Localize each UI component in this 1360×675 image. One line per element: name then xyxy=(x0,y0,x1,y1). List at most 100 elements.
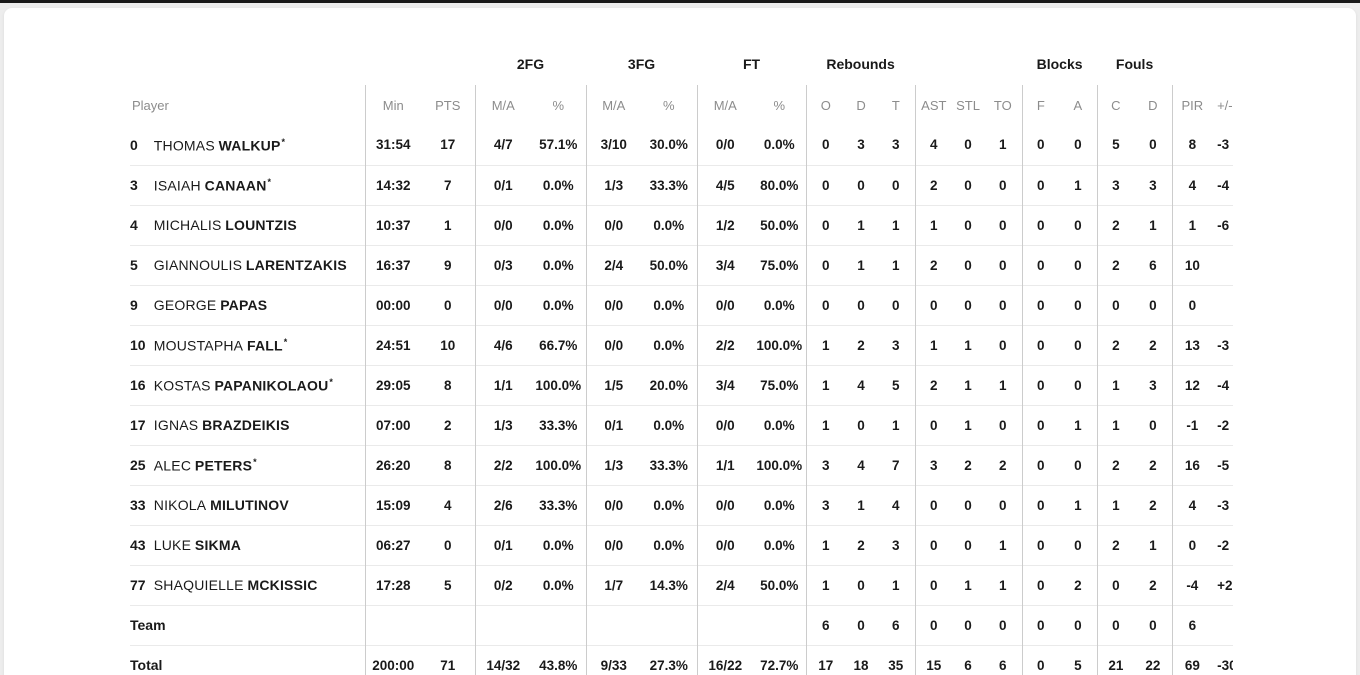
cell-foul-d: 0 xyxy=(1149,617,1157,633)
cell-min: 16:37 xyxy=(364,245,421,285)
cell-foul-d: 0 xyxy=(1149,417,1157,433)
cell-reb-d: 0 xyxy=(857,617,865,633)
cell-ft-ma: 0/0 xyxy=(696,125,754,165)
cell-block-a: 5 xyxy=(1074,657,1082,673)
col-header-2fg-pct: % xyxy=(552,97,565,113)
cell-min: 07:00 xyxy=(364,405,421,445)
cell-ft-ma: 1/1 xyxy=(696,445,754,485)
cell-3fg-pct: 0.0% xyxy=(653,417,685,433)
cell-reb-t: 3 xyxy=(892,337,900,353)
cell-stl: 1 xyxy=(964,417,972,433)
cell-reb-o: 1 xyxy=(805,365,846,405)
player-first-name: GEORGE xyxy=(153,297,217,313)
player-row: 10 MOUSTAPHA FALL* 24:51 10 4/6 66.7% 0/… xyxy=(130,325,1233,365)
cell-pts: 8 xyxy=(443,457,452,473)
cell-reb-t: 7 xyxy=(892,457,900,473)
cell-block-f: 0 xyxy=(1021,325,1060,365)
cell-block-a: 0 xyxy=(1074,137,1082,153)
col-header-2fg-ma: M/A xyxy=(474,85,531,125)
cell-ft-pct: 75.0% xyxy=(760,377,799,393)
player-row: 5 GIANNOULIS LARENTZAKIS 16:37 9 0/3 0.0… xyxy=(130,245,1233,285)
cell-to: 0 xyxy=(999,617,1007,633)
cell-stl: 2 xyxy=(964,457,972,473)
starter-star: * xyxy=(253,456,257,467)
cell-block-a: 1 xyxy=(1074,497,1082,513)
cell-pts: 9 xyxy=(443,257,452,273)
cell-min: 26:20 xyxy=(364,445,421,485)
cell-to: 1 xyxy=(999,377,1007,393)
cell-2fg-pct: 0.0% xyxy=(542,177,574,193)
cell-block-a: 0 xyxy=(1074,377,1082,393)
cell-stl: 0 xyxy=(964,177,972,193)
cell-ft-ma: 2/4 xyxy=(696,565,754,605)
cell-block-f: 0 xyxy=(1021,525,1060,565)
cell-ft-pct: 50.0% xyxy=(760,577,799,593)
cell-block-f: 0 xyxy=(1021,245,1060,285)
cell-ast: 2 xyxy=(914,245,953,285)
cell-ft-ma: 0/0 xyxy=(696,485,754,525)
cell-foul-c: 1 xyxy=(1096,405,1135,445)
jersey-number: 3 xyxy=(130,177,138,194)
cell-2fg-pct: 0.0% xyxy=(542,257,574,273)
cell-plusminus: -3 xyxy=(1217,337,1230,353)
cell-2fg-pct: 57.1% xyxy=(539,137,578,153)
cell-foul-c: 2 xyxy=(1096,325,1135,365)
cell-pts: 5 xyxy=(443,577,452,593)
cell-reb-t: 3 xyxy=(892,537,900,553)
cell-min: 15:09 xyxy=(364,485,421,525)
cell-ast: 4 xyxy=(914,125,953,165)
cell-to: 0 xyxy=(999,417,1007,433)
cell-pts: 71 xyxy=(440,657,456,673)
player-name-cell: 77 SHAQUIELLE MCKISSIC xyxy=(130,565,365,605)
col-header-min: Min xyxy=(364,85,421,125)
cell-ft-pct: 100.0% xyxy=(756,337,803,353)
cell-2fg-pct: 0.0% xyxy=(542,297,574,313)
cell-ft-ma: 0/0 xyxy=(696,285,754,325)
cell-2fg-ma: 0/3 xyxy=(474,245,531,285)
cell-pir: 4 xyxy=(1171,485,1213,525)
cell-plusminus xyxy=(1212,605,1233,645)
cell-plusminus: -4 xyxy=(1217,377,1230,393)
cell-foul-d: 2 xyxy=(1149,337,1157,353)
cell-foul-c: 1 xyxy=(1096,365,1135,405)
cell-ft-pct: 80.0% xyxy=(760,177,799,193)
player-name-cell: 5 GIANNOULIS LARENTZAKIS xyxy=(130,245,365,285)
cell-min: 29:05 xyxy=(364,365,421,405)
group-spacer xyxy=(365,8,475,85)
summary-label-cell: Team xyxy=(130,605,365,645)
summary-label: Total xyxy=(130,657,163,673)
cell-2fg-ma: 0/0 xyxy=(474,285,531,325)
player-first-name: SHAQUIELLE xyxy=(153,577,244,593)
cell-2fg-ma: 4/7 xyxy=(474,125,531,165)
player-last-name: CANAAN xyxy=(204,177,267,194)
player-name-cell: 25 ALEC PETERS* xyxy=(130,445,365,485)
cell-plusminus: -6 xyxy=(1217,217,1230,233)
cell-to: 1 xyxy=(999,137,1007,153)
cell-3fg-ma: 1/5 xyxy=(585,365,642,405)
jersey-number: 10 xyxy=(130,337,146,354)
jersey-number: 33 xyxy=(130,497,146,513)
cell-foul-d: 3 xyxy=(1149,377,1157,393)
player-name-cell: 43 LUKE SIKMA xyxy=(130,525,365,565)
cell-pir: 6 xyxy=(1171,605,1213,645)
cell-3fg-pct: 0.0% xyxy=(653,297,685,313)
starter-star: * xyxy=(283,336,288,347)
player-row: 17 IGNAS BRAZDEIKIS 07:00 2 1/3 33.3% 0/… xyxy=(130,405,1233,445)
cell-pts: 4 xyxy=(443,497,452,513)
col-header-player: Player xyxy=(132,97,169,113)
cell-block-f: 0 xyxy=(1021,445,1060,485)
cell-reb-t: 1 xyxy=(892,257,900,273)
cell-3fg-ma xyxy=(585,605,642,645)
cell-to: 0 xyxy=(999,217,1007,233)
cell-2fg-ma: 2/6 xyxy=(474,485,531,525)
cell-reb-t: 1 xyxy=(892,577,900,593)
cell-block-f: 0 xyxy=(1021,205,1060,245)
player-first-name: IGNAS xyxy=(153,417,199,433)
cell-reb-o: 1 xyxy=(805,405,846,445)
cell-ast: 0 xyxy=(914,565,953,605)
player-row: 43 LUKE SIKMA 06:27 0 0/1 0.0% 0/0 0.0% … xyxy=(130,525,1233,565)
cell-reb-d: 0 xyxy=(857,577,865,593)
player-last-name: MCKISSIC xyxy=(247,577,318,593)
cell-reb-t: 1 xyxy=(892,417,900,433)
cell-foul-d: 0 xyxy=(1149,297,1157,313)
